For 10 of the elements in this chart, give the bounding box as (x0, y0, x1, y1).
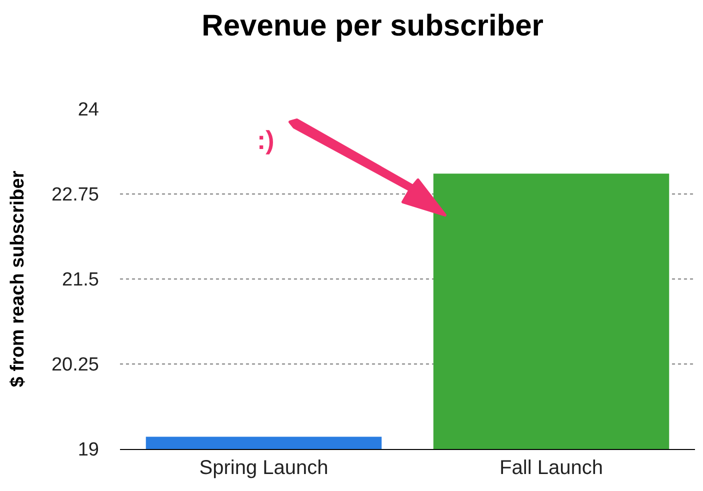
annotation: :) (257, 125, 274, 155)
y-tick-label: 24 (78, 100, 100, 121)
y-tick-label: 20.25 (51, 354, 99, 376)
y-tick-label: 21.5 (62, 270, 99, 291)
x-tick-label: Spring Launch (199, 457, 328, 479)
y-tick-label: 19 (78, 440, 99, 461)
y-tick-label: 22.75 (51, 184, 99, 206)
x-tick-label: Fall Launch (500, 457, 603, 479)
chart-title: Revenue per subscriber (202, 10, 544, 43)
y-axis-title: $ from reach subscriber (7, 170, 28, 388)
